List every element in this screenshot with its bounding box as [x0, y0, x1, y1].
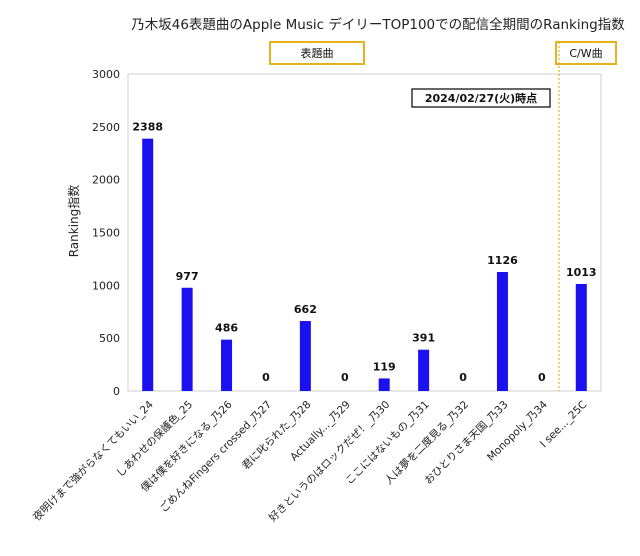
y-tick-label: 2000: [92, 174, 120, 187]
data-label: 0: [538, 371, 546, 384]
bar: [575, 283, 587, 391]
bar: [299, 321, 311, 391]
y-tick-label: 500: [99, 332, 120, 345]
chart-title: 乃木坂46表題曲のApple Music デイリーTOP100での配信全期間のR…: [131, 16, 625, 33]
date-note-box: 2024/02/27(火)時点: [411, 88, 551, 108]
bar: [496, 272, 508, 391]
section-label-a: 表題曲: [301, 46, 334, 60]
section-box-b: C/W曲: [555, 41, 617, 65]
section-box-a: 表題曲: [269, 41, 365, 65]
data-label: 662: [294, 303, 317, 316]
data-label: 1013: [566, 266, 597, 279]
data-label: 977: [176, 270, 199, 283]
x-tick-label: しあわせの保護色_25: [113, 398, 195, 480]
bar: [221, 339, 233, 391]
data-label: 0: [341, 371, 349, 384]
y-tick-label: 1500: [92, 227, 120, 240]
section-label-b: C/W曲: [569, 47, 602, 60]
x-axis-ticks: 夜明けまで強がらなくてもいい_24しあわせの保護色_25僕は僕を好きになる_乃2…: [30, 398, 589, 525]
y-axis-ticks: 0 500 1000 1500 2000 2500 3000: [92, 68, 120, 398]
data-label: 119: [373, 360, 396, 373]
bar: [142, 138, 154, 391]
data-label: 486: [215, 322, 238, 335]
data-label: 1126: [487, 254, 518, 267]
data-labels: 2388 977 486 0 662 0 119 391 0 1126 0 1013: [132, 121, 596, 384]
x-tick-label: 君に叱られた_乃28: [240, 399, 314, 473]
bars: [142, 138, 587, 391]
y-tick-label: 3000: [92, 68, 120, 81]
data-label: 2388: [132, 121, 163, 134]
bar: [418, 349, 430, 391]
data-label: 391: [412, 332, 435, 345]
y-axis-label: Ranking指数: [66, 185, 81, 258]
data-label: 0: [459, 371, 467, 384]
y-tick-label: 1000: [92, 279, 120, 292]
date-note: 2024/02/27(火)時点: [425, 91, 537, 105]
bar: [378, 378, 390, 391]
data-label: 0: [262, 371, 270, 384]
y-tick-label: 0: [113, 385, 120, 398]
bar: [181, 287, 193, 391]
plot-frame: [127, 73, 602, 392]
y-tick-label: 2500: [92, 121, 120, 134]
